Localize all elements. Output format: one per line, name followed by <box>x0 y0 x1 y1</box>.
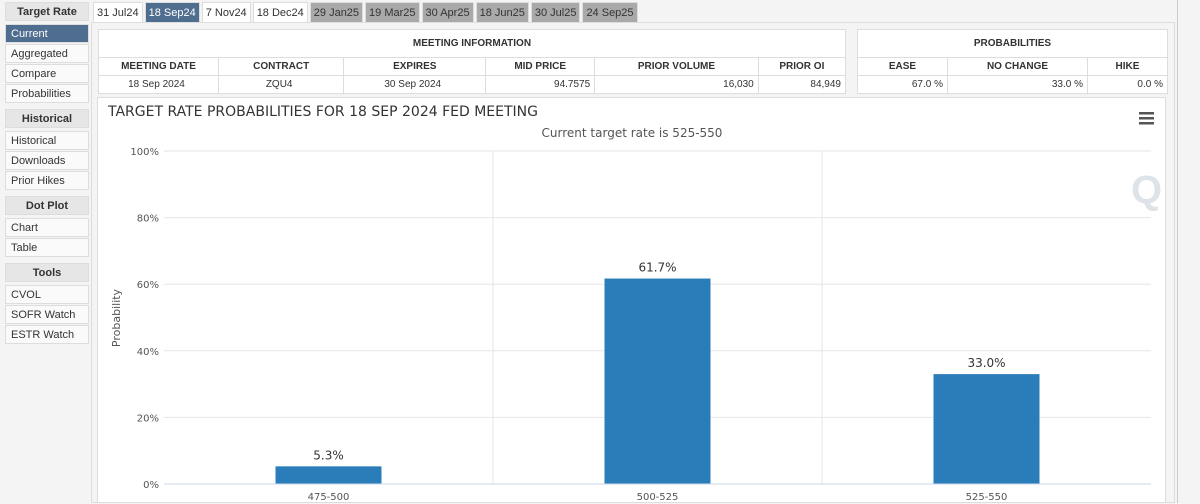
sidebar-item-prior-hikes[interactable]: Prior Hikes <box>5 171 89 190</box>
sidebar-heading: Target Rate <box>5 2 89 21</box>
y-tick-label: 0% <box>143 480 159 491</box>
column-header: MID PRICE <box>485 57 596 76</box>
menu-icon[interactable] <box>1139 112 1154 125</box>
data-label: 5.3% <box>313 448 344 462</box>
sidebar-heading: Tools <box>5 263 89 282</box>
sidebar-item-table[interactable]: Table <box>5 238 89 257</box>
table-cell: 84,949 <box>757 75 847 94</box>
table-cell: 67.0 % <box>857 75 948 94</box>
x-tick-label: 500-525 <box>637 492 679 503</box>
sidebar-item-downloads[interactable]: Downloads <box>5 151 89 170</box>
column-header: PRIOR VOLUME <box>594 57 759 76</box>
sidebar-item-aggregated[interactable]: Aggregated <box>5 44 89 63</box>
column-header: EXPIRES <box>343 57 487 76</box>
sidebar-item-compare[interactable]: Compare <box>5 64 89 83</box>
tab-30-jul25[interactable]: 30 Jul25 <box>530 2 581 23</box>
bar-500-525[interactable] <box>604 278 711 484</box>
sidebar-item-probabilities[interactable]: Probabilities <box>5 84 89 103</box>
y-tick-label: 80% <box>137 214 159 225</box>
meeting-tabs: 31 Jul24 18 Sep24 7 Nov24 18 Dec24 29 Jan25 1… <box>93 2 638 23</box>
tab-31-jul24[interactable]: 31 Jul24 <box>93 2 143 23</box>
column-header: EASE <box>857 57 948 76</box>
bar-475-500[interactable] <box>275 466 382 484</box>
y-tick-label: 20% <box>137 413 159 424</box>
y-tick-label: 60% <box>137 280 159 291</box>
sidebar-item-historical[interactable]: Historical <box>5 131 89 150</box>
tab-18-dec24[interactable]: 18 Dec24 <box>252 2 308 23</box>
probabilities-table: PROBABILITIES EASE NO CHANGE HIKE 67.0 % 33.… <box>857 29 1168 94</box>
tab-7-nov24[interactable]: 7 Nov24 <box>201 2 251 23</box>
x-tick-label: 475-500 <box>308 492 350 503</box>
probabilities-caption: PROBABILITIES <box>857 29 1168 58</box>
table-cell: 94.7575 <box>485 75 596 94</box>
sidebar-item-current[interactable]: Current <box>5 24 89 43</box>
table-cell: 16,030 <box>594 75 759 94</box>
chart-subtitle: Current target rate is 525-550 <box>542 126 723 140</box>
y-tick-label: 100% <box>130 147 159 158</box>
sidebar-heading: Dot Plot <box>5 196 89 215</box>
tab-29-jan25[interactable]: 29 Jan25 <box>309 2 364 23</box>
sidebar-item-sofr-watch[interactable]: SOFR Watch <box>5 305 89 324</box>
column-header: NO CHANGE <box>947 57 1088 76</box>
table-cell: 30 Sep 2024 <box>343 75 487 94</box>
bar-525-550[interactable] <box>933 374 1040 484</box>
meeting-info-caption: MEETING INFORMATION <box>98 29 846 58</box>
column-header: PRIOR OI <box>757 57 847 76</box>
data-label: 61.7% <box>638 261 676 275</box>
x-tick-label: 525-550 <box>966 492 1008 503</box>
scrollbar[interactable] <box>1177 0 1178 503</box>
tab-18-sep24[interactable]: 18 Sep24 <box>144 2 200 23</box>
sidebar: Target Rate Current Aggregated Compare Proba… <box>5 2 89 345</box>
sidebar-item-chart[interactable]: Chart <box>5 218 89 237</box>
table-cell: ZQU4 <box>217 75 345 94</box>
tab-18-jun25[interactable]: 18 Jun25 <box>475 2 529 23</box>
sidebar-item-cvol[interactable]: CVOL <box>5 285 89 304</box>
sidebar-heading: Historical <box>5 109 89 128</box>
column-header: HIKE <box>1087 57 1168 76</box>
probability-chart: TARGET RATE PROBABILITIES FOR 18 SEP 202… <box>97 97 1166 503</box>
tab-24-sep25[interactable]: 24 Sep25 <box>582 2 638 23</box>
sidebar-item-estr-watch[interactable]: ESTR Watch <box>5 325 89 344</box>
table-cell: 0.0 % <box>1087 75 1168 94</box>
table-cell: 33.0 % <box>947 75 1088 94</box>
chart-title: TARGET RATE PROBABILITIES FOR 18 SEP 202… <box>107 104 538 120</box>
column-header: CONTRACT <box>217 57 345 76</box>
y-axis-label: Probability <box>110 288 123 347</box>
table-cell: 18 Sep 2024 <box>98 75 219 94</box>
data-label: 33.0% <box>967 356 1005 370</box>
meeting-info-table: MEETING INFORMATION MEETING DATE CONTRACT… <box>98 29 847 94</box>
watermark-logo-icon: Q <box>1131 168 1162 212</box>
tab-30-apr25[interactable]: 30 Apr25 <box>421 2 474 23</box>
tab-19-mar25[interactable]: 19 Mar25 <box>365 2 420 23</box>
y-tick-label: 40% <box>137 347 159 358</box>
column-header: MEETING DATE <box>98 57 219 76</box>
